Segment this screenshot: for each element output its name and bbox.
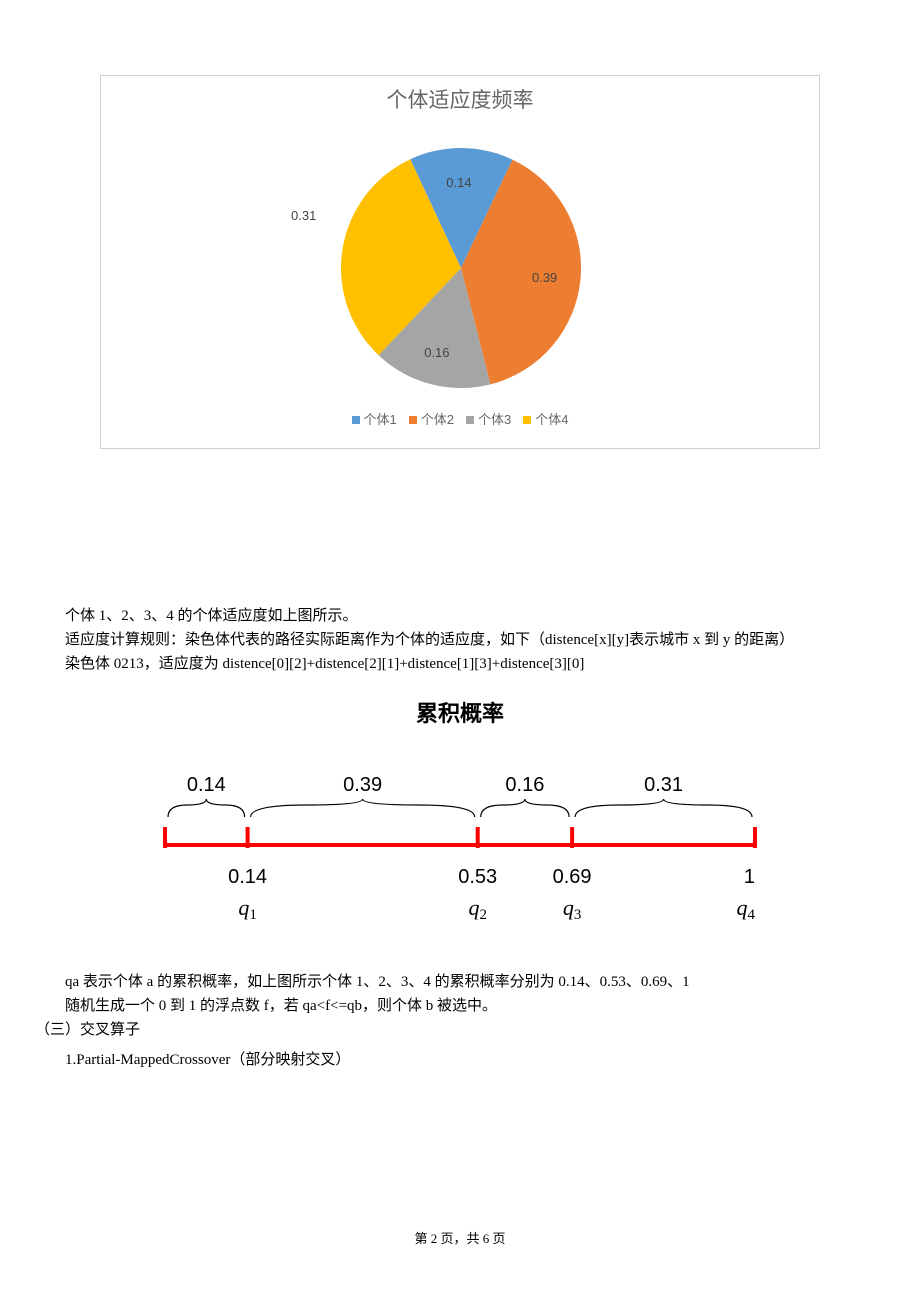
- paragraph-2: 适应度计算规则：染色体代表的路径实际距离作为个体的适应度，如下（distence…: [35, 628, 885, 652]
- q-label-2: q2: [468, 895, 487, 923]
- paragraph-1: 个体 1、2、3、4 的个体适应度如上图所示。: [35, 604, 885, 628]
- paragraph-4: qa 表示个体 a 的累积概率，如上图所示个体 1、2、3、4 的累积概率分别为…: [35, 970, 885, 994]
- legend-swatch-3: [466, 416, 474, 424]
- legend-item-1: 个体1: [352, 410, 397, 431]
- legend-swatch-1: [352, 416, 360, 424]
- segment-width-label-2: 0.39: [343, 774, 382, 796]
- segment-width-label-4: 0.31: [644, 774, 683, 796]
- pie-slice-label-4: 0.31: [291, 206, 316, 227]
- list-item-1: 1.Partial-MappedCrossover（部分映射交叉）: [35, 1048, 885, 1072]
- pie-legend: 个体1 个体2 个体3 个体4: [121, 410, 799, 431]
- brace-4: [575, 799, 752, 817]
- brace-1: [168, 799, 245, 817]
- cumulative-diagram: 累积概率 0.14 0.39 0.16 0.31 0.14 q1 0.53 q2 0.69 q3 1…: [130, 696, 790, 939]
- pie-svg: [121, 128, 801, 408]
- brace-2: [251, 799, 475, 817]
- legend-label-4: 个体4: [535, 412, 568, 427]
- cumulative-title: 累积概率: [130, 696, 790, 731]
- legend-swatch-2: [409, 416, 417, 424]
- q-label-4: q4: [737, 895, 756, 923]
- legend-label-3: 个体3: [478, 412, 511, 427]
- segment-width-label-3: 0.16: [505, 774, 544, 796]
- legend-label-2: 个体2: [421, 412, 454, 427]
- cumulative-value-3: 0.69: [553, 866, 592, 888]
- pie-chart-title: 个体适应度频率: [121, 84, 799, 118]
- legend-label-1: 个体1: [364, 412, 397, 427]
- legend-item-4: 个体4: [523, 410, 568, 431]
- pie-chart-area: 0.14 0.39 0.16 0.31: [121, 128, 799, 408]
- text-block-2: qa 表示个体 a 的累积概率，如上图所示个体 1、2、3、4 的累积概率分别为…: [35, 970, 885, 1072]
- segment-width-label-1: 0.14: [187, 774, 226, 796]
- pie-slice-label-3: 0.16: [424, 343, 449, 364]
- cumulative-value-2: 0.53: [458, 866, 497, 888]
- legend-item-3: 个体3: [466, 410, 511, 431]
- cumulative-value-4: 1: [744, 866, 755, 888]
- pie-chart-box: 个体适应度频率 0.14 0.39 0.16 0.31 个体1 个体2 个体3 个体4: [100, 75, 820, 449]
- q-label-3: q3: [563, 895, 582, 923]
- paragraph-3: 染色体 0213，适应度为 distence[0][2]+distence[2]…: [35, 652, 885, 676]
- pie-slice-label-2: 0.39: [532, 268, 557, 289]
- legend-item-2: 个体2: [409, 410, 454, 431]
- brace-3: [481, 799, 569, 817]
- q-label-1: q1: [238, 895, 256, 923]
- paragraph-5: 随机生成一个 0 到 1 的浮点数 f，若 qa<f<=qb，则个体 b 被选中…: [35, 994, 885, 1018]
- section-heading: （三）交叉算子: [35, 1018, 885, 1042]
- legend-swatch-4: [523, 416, 531, 424]
- text-block-1: 个体 1、2、3、4 的个体适应度如上图所示。 适应度计算规则：染色体代表的路径…: [35, 604, 885, 676]
- pie-slice-label-1: 0.14: [446, 173, 471, 194]
- cumulative-svg: 0.14 0.39 0.16 0.31 0.14 q1 0.53 q2 0.69 q3 1 q4: [135, 750, 785, 940]
- page-footer: 第 2 页，共 6 页: [0, 1229, 920, 1250]
- cumulative-value-1: 0.14: [228, 866, 267, 888]
